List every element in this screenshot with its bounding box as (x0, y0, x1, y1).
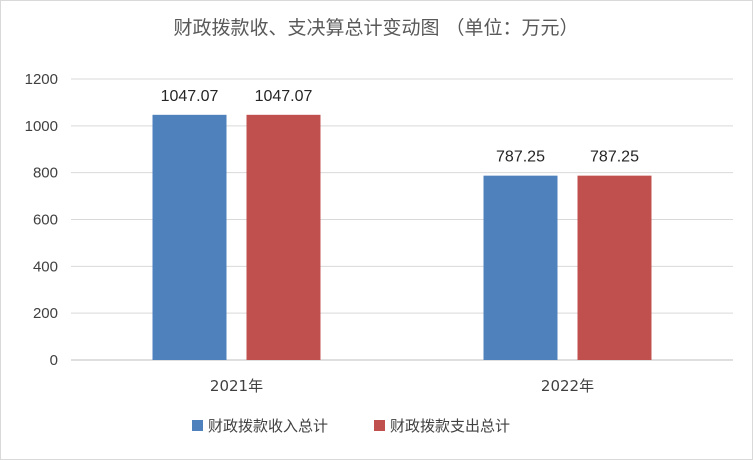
data-labels: 1047.07 1047.07 787.25 787.25 (161, 88, 639, 166)
data-label: 1047.07 (255, 88, 313, 105)
chart-title: 财政拨款收、支决算总计变动图 （单位：万元） (173, 17, 578, 39)
bars (152, 114, 652, 360)
x-axis-categories: 2021年 2022年 (210, 377, 594, 395)
bar (152, 114, 227, 360)
legend-swatch (374, 420, 385, 431)
y-axis-ticks: 0 200 400 600 800 1000 1200 (25, 71, 58, 369)
y-tick-label: 800 (33, 165, 58, 182)
data-label: 787.25 (590, 149, 639, 166)
x-category-label: 2022年 (541, 377, 594, 395)
bar (577, 175, 652, 360)
bar (246, 114, 321, 360)
y-tick-label: 400 (33, 258, 58, 275)
y-tick-label: 600 (33, 212, 58, 229)
legend: 财政拨款收入总计 财政拨款支出总计 (192, 417, 510, 435)
bar (483, 175, 558, 360)
legend-label: 财政拨款收入总计 (208, 417, 328, 435)
data-label: 1047.07 (161, 88, 219, 105)
y-tick-label: 1000 (25, 118, 58, 135)
y-tick-label: 200 (33, 305, 58, 322)
y-tick-label: 0 (50, 352, 58, 369)
legend-swatch (192, 420, 203, 431)
y-tick-label: 1200 (25, 71, 58, 88)
data-label: 787.25 (496, 149, 545, 166)
x-category-label: 2021年 (210, 377, 263, 395)
legend-label: 财政拨款支出总计 (390, 417, 510, 435)
